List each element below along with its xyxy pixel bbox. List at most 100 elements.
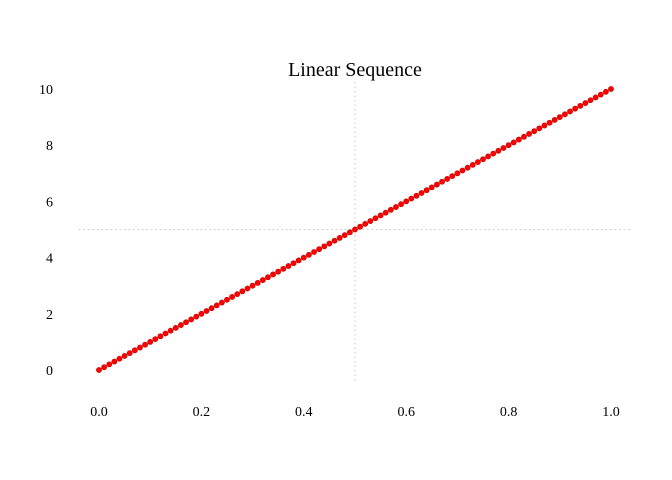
data-point — [434, 181, 440, 188]
data-point — [562, 111, 568, 118]
data-point — [398, 201, 404, 208]
data-point — [346, 229, 353, 236]
data-point — [480, 156, 486, 163]
data-point — [280, 265, 287, 272]
data-point — [602, 88, 609, 95]
y-tick-label: 8 — [46, 139, 53, 154]
x-tick-label: 0.2 — [193, 405, 211, 420]
y-tick-label: 2 — [46, 308, 53, 323]
data-point — [372, 215, 379, 222]
data-point — [167, 327, 174, 334]
data-point — [183, 319, 189, 326]
data-point — [428, 184, 435, 191]
data-point — [546, 119, 553, 126]
data-point — [203, 308, 210, 314]
data-point — [244, 285, 251, 292]
data-point — [357, 223, 364, 230]
data-point — [464, 164, 471, 171]
data-point — [510, 139, 517, 146]
data-point — [306, 251, 312, 258]
data-point — [188, 316, 195, 323]
data-point — [142, 341, 148, 348]
data-point — [218, 299, 225, 306]
data-point — [387, 206, 394, 213]
data-point — [515, 136, 522, 143]
data-point — [567, 108, 573, 115]
data-point — [444, 176, 451, 182]
data-point — [208, 305, 215, 312]
data-point — [326, 240, 333, 247]
data-point — [423, 187, 430, 194]
data-point — [541, 122, 548, 129]
data-point — [152, 336, 159, 342]
data-point — [495, 147, 502, 154]
data-point — [300, 254, 307, 261]
x-tick-label: 0.4 — [295, 405, 313, 420]
data-point — [254, 279, 261, 286]
y-tick-label: 10 — [39, 83, 53, 98]
data-point — [439, 178, 445, 185]
data-point — [587, 97, 594, 104]
data-point — [408, 195, 415, 202]
data-point — [321, 243, 328, 250]
data-point — [393, 204, 399, 210]
data-point — [275, 268, 282, 275]
data-point — [526, 131, 532, 137]
data-point — [157, 333, 164, 340]
data-point — [249, 282, 256, 289]
data-point — [367, 218, 374, 224]
data-point — [418, 190, 425, 196]
data-point — [336, 235, 343, 241]
data-point — [178, 322, 184, 328]
data-point — [106, 361, 113, 368]
data-point — [121, 353, 128, 359]
data-point — [536, 125, 543, 132]
data-point — [224, 296, 230, 303]
x-tick-label: 1.0 — [602, 405, 620, 420]
data-point — [551, 117, 558, 123]
data-point — [259, 277, 266, 283]
data-point — [116, 355, 123, 362]
data-point — [413, 192, 420, 199]
data-point — [341, 232, 348, 239]
data-point — [592, 94, 599, 101]
y-tick-label: 6 — [46, 195, 53, 210]
y-tick-label: 4 — [46, 252, 53, 267]
data-point — [126, 350, 133, 357]
data-point — [193, 313, 200, 320]
data-point — [137, 344, 143, 351]
data-point — [572, 105, 579, 112]
data-point — [213, 302, 220, 309]
data-point — [270, 271, 276, 278]
x-axis-ticks: 0.0 0.2 0.4 0.6 0.8 1.0 — [90, 405, 620, 420]
data-point — [229, 294, 236, 300]
data-point — [454, 170, 461, 177]
data-point — [290, 260, 297, 267]
data-point — [377, 212, 384, 219]
x-tick-label: 0.6 — [397, 405, 415, 420]
data-point — [111, 358, 118, 365]
data-point — [449, 173, 456, 180]
data-point — [96, 367, 102, 373]
data-point — [295, 257, 302, 264]
data-point — [500, 145, 507, 151]
data-point — [505, 142, 512, 149]
data-point — [316, 246, 323, 253]
data-point — [582, 100, 589, 106]
chart-title: Linear Sequence — [288, 59, 422, 81]
data-point — [162, 330, 169, 337]
data-point — [556, 114, 563, 120]
data-point — [382, 209, 389, 216]
data-point — [285, 263, 292, 269]
data-point — [147, 338, 154, 345]
x-tick-label: 0.0 — [90, 405, 108, 420]
data-point — [474, 159, 481, 165]
y-axis-ticks: 0 2 4 6 8 10 — [39, 83, 53, 379]
data-point — [485, 153, 492, 160]
data-point — [469, 161, 476, 168]
data-point — [362, 220, 369, 227]
data-point — [239, 288, 246, 295]
data-point — [531, 128, 538, 135]
